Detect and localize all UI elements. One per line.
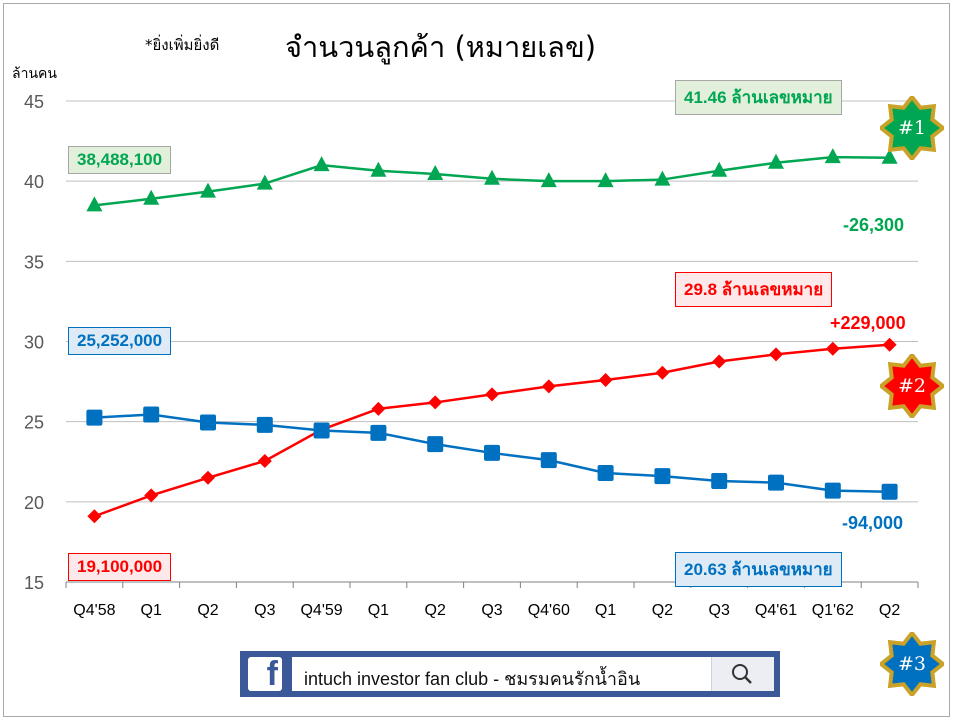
blue-change-label: -94,000 [842, 513, 904, 533]
data-point [143, 406, 160, 423]
data-point [712, 354, 727, 369]
chart-title: จำนวนลูกค้า (หมายเลข) [285, 30, 597, 64]
data-point [484, 169, 500, 185]
facebook-logo-icon: f [248, 655, 282, 693]
x-tick-label: Q4'61 [755, 602, 797, 619]
y-tick-label: 20 [24, 493, 44, 513]
x-tick-label: Q4'58 [73, 602, 115, 619]
x-tick-label: Q3 [709, 602, 730, 619]
data-point [485, 387, 499, 402]
data-point [256, 416, 273, 433]
star-badge-icon [877, 93, 947, 163]
search-icon [732, 664, 752, 684]
data-point [711, 472, 728, 489]
x-tick-label: Q3 [481, 602, 502, 619]
rank-badge-label: #1 [897, 117, 926, 139]
rank-badge-3: #3 [877, 629, 947, 699]
y-tick-label: 40 [24, 172, 44, 192]
rank-badge-1: #1 [877, 93, 947, 163]
data-point [654, 468, 671, 485]
note-text: *ยิ่งเพิ่มยิ่งดี [145, 36, 220, 54]
data-point [257, 453, 272, 468]
data-point [144, 488, 159, 503]
data-point [540, 452, 557, 469]
data-point [598, 372, 613, 387]
data-point [370, 424, 387, 441]
star-badge-icon [877, 351, 947, 421]
data-point [484, 444, 500, 461]
data-point [824, 148, 841, 164]
data-point [427, 436, 444, 453]
x-tick-label: Q2 [652, 602, 673, 619]
x-tick-label: Q3 [254, 602, 275, 619]
data-point [256, 174, 273, 190]
x-tick-label: Q2 [879, 602, 900, 619]
x-tick-label: Q4'60 [528, 602, 570, 619]
y-tick-label: 25 [24, 413, 44, 433]
y-tick-label: 45 [24, 92, 44, 112]
green-end-callout: 41.46 ล้านเลขหมาย [675, 80, 842, 115]
data-point [540, 172, 557, 188]
data-point [882, 337, 897, 352]
red-start-callout: 19,100,000 [68, 553, 172, 581]
y-tick-label: 30 [24, 333, 44, 353]
data-point [654, 170, 671, 186]
data-point [825, 341, 840, 356]
data-point [371, 401, 386, 416]
rank-badge-2: #2 [877, 351, 947, 421]
data-point [541, 379, 556, 394]
data-point [313, 422, 330, 439]
rank-badge-label: #3 [897, 653, 926, 675]
data-point [769, 347, 783, 362]
chart-frame [3, 3, 950, 717]
y-tick-label: 15 [24, 573, 44, 593]
data-point [200, 414, 216, 431]
search-button[interactable] [711, 657, 774, 691]
data-point [86, 196, 103, 212]
x-tick-label: Q1'62 [812, 602, 854, 619]
data-point [768, 153, 784, 169]
data-point [597, 464, 614, 481]
facebook-search-box[interactable]: intuch investor fan club - ชมรมคนรักน้ำอ… [292, 657, 774, 691]
x-tick-label: Q1 [141, 602, 162, 619]
x-tick-label: Q2 [425, 602, 446, 619]
data-point [427, 164, 444, 180]
blue-end-callout: 20.63 ล้านเลขหมาย [675, 552, 842, 587]
red-change-label: +229,000 [830, 313, 906, 333]
blue-start-callout: 25,252,000 [68, 327, 172, 355]
data-point [201, 470, 215, 485]
data-point [881, 148, 898, 164]
x-tick-label: Q1 [368, 602, 389, 619]
data-point [313, 156, 330, 172]
data-point [597, 172, 614, 188]
x-tick-label: Q4'59 [300, 602, 342, 619]
green-start-callout: 38,488,100 [68, 146, 172, 174]
x-tick-label: Q2 [197, 602, 218, 619]
x-tick-label: Q1 [595, 602, 616, 619]
data-point [428, 395, 443, 410]
data-point [824, 482, 841, 499]
star-badge-icon [877, 629, 947, 699]
data-point [143, 189, 160, 205]
data-point [881, 483, 898, 500]
data-point [87, 509, 102, 524]
data-point [370, 161, 387, 177]
data-point [711, 161, 728, 177]
facebook-banner[interactable]: f intuch investor fan club - ชมรมคนรักน้… [240, 651, 780, 697]
facebook-page-name: intuch investor fan club - ชมรมคนรักน้ำอ… [304, 669, 641, 689]
y-tick-label: 35 [24, 252, 44, 272]
red-end-callout: 29.8 ล้านเลขหมาย [675, 272, 833, 307]
data-point [655, 365, 670, 380]
data-point [86, 409, 103, 426]
rank-badge-label: #2 [897, 375, 926, 397]
y-axis-label: ล้านคน [12, 66, 57, 82]
data-point [200, 182, 216, 198]
data-point [768, 474, 784, 491]
green-change-label: -26,300 [843, 215, 905, 235]
